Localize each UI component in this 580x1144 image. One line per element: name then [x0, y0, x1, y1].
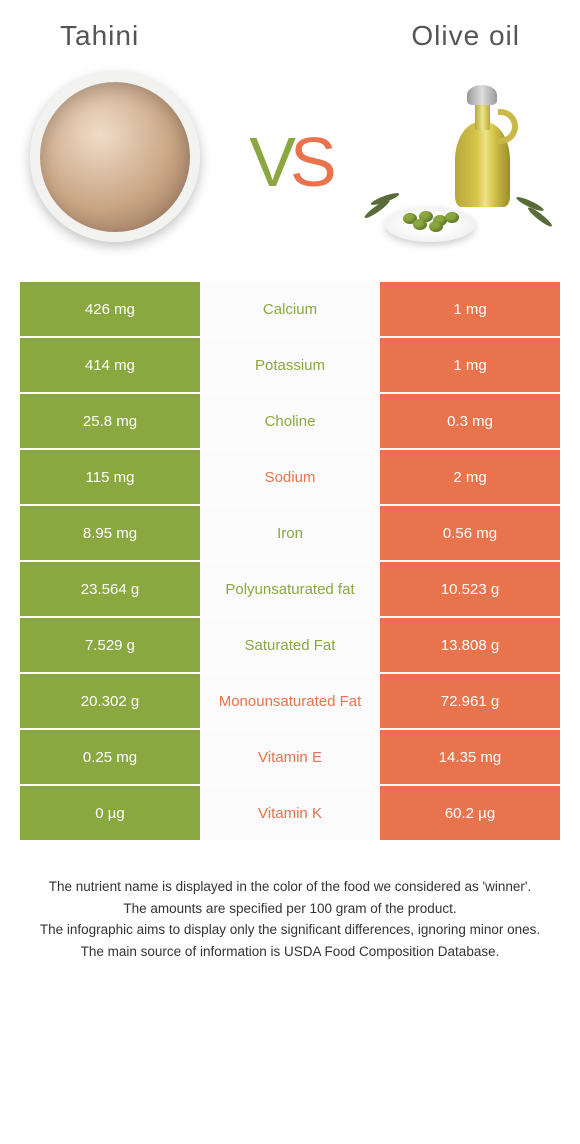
left-value: 115 mg — [20, 450, 200, 504]
right-value: 60.2 µg — [380, 786, 560, 840]
left-value: 8.95 mg — [20, 506, 200, 560]
right-value: 0.56 mg — [380, 506, 560, 560]
right-food-title: Olive oil — [411, 20, 520, 52]
left-value: 23.564 g — [20, 562, 200, 616]
nutrient-label: Vitamin E — [200, 730, 380, 784]
right-value: 10.523 g — [380, 562, 560, 616]
left-value: 25.8 mg — [20, 394, 200, 448]
right-value: 2 mg — [380, 450, 560, 504]
footer-line: The amounts are specified per 100 gram o… — [25, 899, 555, 919]
footer-notes: The nutrient name is displayed in the co… — [0, 842, 580, 998]
nutrient-label: Potassium — [200, 338, 380, 392]
olive-oil-image — [370, 72, 550, 252]
tahini-image — [30, 72, 210, 252]
table-row: 25.8 mgCholine0.3 mg — [20, 394, 560, 450]
table-row: 7.529 gSaturated Fat13.808 g — [20, 618, 560, 674]
table-row: 0 µgVitamin K60.2 µg — [20, 786, 560, 842]
nutrient-label: Choline — [200, 394, 380, 448]
left-value: 0 µg — [20, 786, 200, 840]
images-row: VS — [0, 62, 580, 282]
nutrient-label: Saturated Fat — [200, 618, 380, 672]
nutrient-label: Monounsaturated Fat — [200, 674, 380, 728]
vs-label: VS — [249, 122, 330, 202]
right-value: 1 mg — [380, 338, 560, 392]
table-row: 115 mgSodium2 mg — [20, 450, 560, 506]
footer-line: The main source of information is USDA F… — [25, 942, 555, 962]
table-row: 0.25 mgVitamin E14.35 mg — [20, 730, 560, 786]
nutrient-label: Vitamin K — [200, 786, 380, 840]
table-row: 20.302 gMonounsaturated Fat72.961 g — [20, 674, 560, 730]
right-value: 0.3 mg — [380, 394, 560, 448]
table-row: 8.95 mgIron0.56 mg — [20, 506, 560, 562]
table-row: 23.564 gPolyunsaturated fat10.523 g — [20, 562, 560, 618]
left-value: 7.529 g — [20, 618, 200, 672]
table-row: 414 mgPotassium1 mg — [20, 338, 560, 394]
header: Tahini Olive oil — [0, 0, 580, 62]
vs-s: S — [290, 123, 331, 201]
nutrient-label: Polyunsaturated fat — [200, 562, 380, 616]
nutrient-label: Sodium — [200, 450, 380, 504]
left-value: 414 mg — [20, 338, 200, 392]
right-value: 72.961 g — [380, 674, 560, 728]
left-food-title: Tahini — [60, 20, 139, 52]
right-value: 1 mg — [380, 282, 560, 336]
right-value: 14.35 mg — [380, 730, 560, 784]
footer-line: The nutrient name is displayed in the co… — [25, 877, 555, 897]
right-value: 13.808 g — [380, 618, 560, 672]
left-value: 426 mg — [20, 282, 200, 336]
left-value: 20.302 g — [20, 674, 200, 728]
vs-v: V — [249, 123, 290, 201]
comparison-table: 426 mgCalcium1 mg414 mgPotassium1 mg25.8… — [20, 282, 560, 842]
left-value: 0.25 mg — [20, 730, 200, 784]
table-row: 426 mgCalcium1 mg — [20, 282, 560, 338]
footer-line: The infographic aims to display only the… — [25, 920, 555, 940]
nutrient-label: Iron — [200, 506, 380, 560]
nutrient-label: Calcium — [200, 282, 380, 336]
